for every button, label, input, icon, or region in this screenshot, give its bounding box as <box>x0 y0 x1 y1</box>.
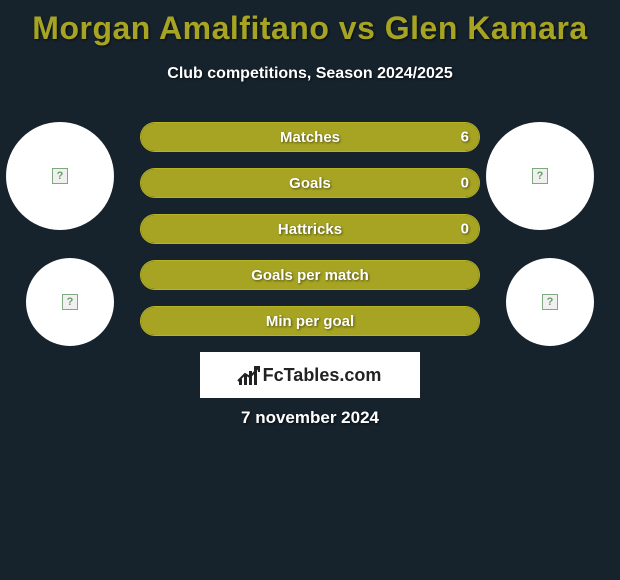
stat-row-goals: Goals 0 <box>140 168 480 198</box>
trend-arrow-icon <box>237 365 261 383</box>
stat-label: Hattricks <box>278 221 342 238</box>
team1-avatar <box>26 258 114 346</box>
stat-row-matches: Matches 6 <box>140 122 480 152</box>
page-title: Morgan Amalfitano vs Glen Kamara <box>0 0 620 47</box>
stats-container: Matches 6 Goals 0 Hattricks 0 Goals per … <box>140 122 480 352</box>
chart-bars-icon <box>239 365 257 385</box>
stat-value-right: 6 <box>461 129 469 146</box>
brand-label: FcTables.com <box>263 365 382 386</box>
stat-value-right: 0 <box>461 175 469 192</box>
date-label: 7 november 2024 <box>0 408 620 428</box>
broken-image-icon <box>532 168 548 184</box>
team2-avatar <box>506 258 594 346</box>
brand-box[interactable]: FcTables.com <box>200 352 420 398</box>
page-subtitle: Club competitions, Season 2024/2025 <box>0 65 620 83</box>
broken-image-icon <box>542 294 558 310</box>
broken-image-icon <box>52 168 68 184</box>
stat-value-right: 0 <box>461 221 469 238</box>
stat-row-hattricks: Hattricks 0 <box>140 214 480 244</box>
stat-label: Matches <box>280 129 340 146</box>
stat-label: Goals <box>289 175 331 192</box>
broken-image-icon <box>62 294 78 310</box>
stat-row-goals-per-match: Goals per match <box>140 260 480 290</box>
stat-label: Min per goal <box>266 313 354 330</box>
stat-label: Goals per match <box>251 267 369 284</box>
player2-avatar <box>486 122 594 230</box>
player1-avatar <box>6 122 114 230</box>
stat-row-min-per-goal: Min per goal <box>140 306 480 336</box>
